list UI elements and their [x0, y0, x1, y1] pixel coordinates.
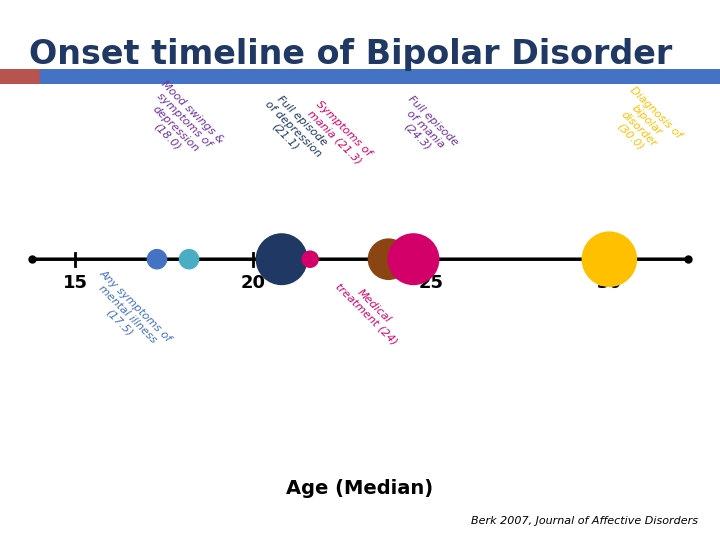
Point — [383, 255, 395, 264]
Bar — [0, 69, 40, 84]
Text: Full episode
of mania
(24.3): Full episode of mania (24.3) — [390, 93, 460, 164]
Text: 15: 15 — [63, 274, 88, 292]
Text: Diagnosis of
bipolar
disorder
(30.0): Diagnosis of bipolar disorder (30.0) — [603, 85, 683, 165]
Text: 25: 25 — [419, 274, 444, 292]
Text: Age (Median): Age (Median) — [287, 479, 433, 498]
Point — [276, 255, 287, 264]
Point — [184, 255, 195, 264]
Point — [603, 255, 615, 264]
Point — [408, 255, 419, 264]
Point — [151, 255, 163, 264]
Text: Any symptoms of
mental illness
(17.5): Any symptoms of mental illness (17.5) — [81, 268, 174, 360]
Text: Symptoms of
mania (21.3): Symptoms of mania (21.3) — [305, 99, 373, 166]
Text: 20: 20 — [240, 274, 266, 292]
Text: 30: 30 — [597, 274, 622, 292]
Text: Berk 2007, Journal of Affective Disorders: Berk 2007, Journal of Affective Disorder… — [472, 516, 698, 526]
Text: Full episode
of depression
(21.1): Full episode of depression (21.1) — [255, 90, 332, 167]
Text: Onset timeline of Bipolar Disorder: Onset timeline of Bipolar Disorder — [29, 38, 672, 71]
Text: Mood swings &
symptoms of
depression
(18.0): Mood swings & symptoms of depression (18… — [135, 79, 225, 170]
Point — [305, 255, 316, 264]
Text: Medical
treatment (24): Medical treatment (24) — [333, 273, 407, 347]
